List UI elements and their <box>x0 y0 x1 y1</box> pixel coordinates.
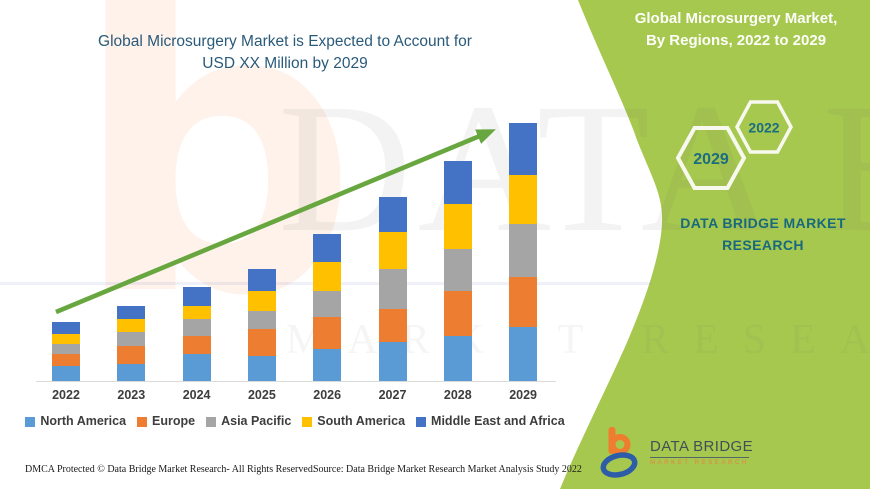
stacked-bar-2024 <box>182 287 211 381</box>
legend-label: North America <box>40 414 127 428</box>
bar-segment-north-america <box>509 327 538 381</box>
bar-segment-south-america <box>117 319 146 332</box>
hexagon-2022-label: 2022 <box>748 120 779 136</box>
panel-title-line-2: By Regions, 2022 to 2029 <box>645 31 827 49</box>
legend-swatch <box>416 416 427 427</box>
x-axis-label-2023: 2023 <box>117 388 146 402</box>
bar-segment-asia-pacific <box>509 224 538 277</box>
legend-label: Europe <box>152 414 196 428</box>
hexagon-2029-icon <box>675 126 747 190</box>
hexagon-badges: 2029 2022 <box>675 100 793 190</box>
panel-title-line-1: Global Microsurgery Market, <box>634 10 838 27</box>
hexagon-2029-label: 2029 <box>693 151 729 168</box>
bar-segment-south-america <box>182 306 211 319</box>
legend-label: Asia Pacific <box>221 414 292 428</box>
bar-segment-north-america <box>378 342 407 381</box>
bar-segment-middle-east-and-africa <box>247 269 276 291</box>
bar-segment-europe <box>378 309 407 342</box>
bar-segment-europe <box>509 277 538 327</box>
bar-segment-europe <box>117 346 146 364</box>
x-axis-label-2024: 2024 <box>182 388 211 402</box>
stacked-bar-2026 <box>313 234 342 381</box>
bar-segment-europe <box>247 329 276 356</box>
panel-title: Global Microsurgery Market, By Regions, … <box>608 8 864 52</box>
bar-segment-north-america <box>313 349 342 381</box>
chart-title: Global Microsurgery Market is Expected t… <box>40 31 530 76</box>
legend-swatch <box>137 416 148 427</box>
bar-segment-asia-pacific <box>378 269 407 309</box>
bar-segment-europe <box>443 291 472 336</box>
bar-segment-north-america <box>443 336 472 381</box>
stacked-bar-2025 <box>247 269 276 381</box>
bar-segment-north-america <box>247 356 276 381</box>
x-axis-label-2025: 2025 <box>247 388 276 402</box>
bar-segment-asia-pacific <box>443 249 472 291</box>
bar-segment-middle-east-and-africa <box>313 234 342 262</box>
x-axis-label-2028: 2028 <box>443 388 472 402</box>
chart-title-line-2: USD XX Million by 2029 <box>202 55 368 73</box>
bar-segment-asia-pacific <box>52 344 80 354</box>
legend-label: South America <box>317 414 406 428</box>
legend: North America Europe Asia Pacific South Ame… <box>25 414 565 428</box>
bar-segment-middle-east-and-africa <box>117 306 146 319</box>
bar-segment-middle-east-and-africa <box>509 123 538 175</box>
bar-segment-middle-east-and-africa <box>443 161 472 204</box>
legend-label: Middle East and Africa <box>431 414 565 428</box>
bar-segment-south-america <box>378 232 407 269</box>
stacked-bar-2023 <box>117 306 146 381</box>
footer-dmca: DMCA Protected © Data Bridge Market Rese… <box>25 464 316 475</box>
bar-segment-asia-pacific <box>313 291 342 317</box>
bar-segment-europe <box>52 354 80 366</box>
brand-text: DATA BRIDGE MARKET RESEARCH <box>655 212 870 257</box>
bar-segment-south-america <box>443 204 472 249</box>
bar-segment-south-america <box>313 262 342 291</box>
bar-segment-europe <box>182 336 211 354</box>
dbmr-logo-texts: DATA BRIDGE MARKET RESEARCH <box>650 438 753 466</box>
dbmr-logo-b-icon <box>600 427 638 478</box>
stacked-bar-2028 <box>443 161 472 381</box>
x-axis-label-2027: 2027 <box>378 388 407 402</box>
bar-segment-asia-pacific <box>247 311 276 329</box>
legend-item-north-america: North America <box>25 414 126 428</box>
dbmr-logo-name: DATA BRIDGE <box>650 438 754 455</box>
bar-segment-north-america <box>117 364 146 381</box>
bar-segment-asia-pacific <box>117 332 146 346</box>
legend-swatch <box>206 416 217 427</box>
dbmr-logo-rule <box>650 457 749 458</box>
stacked-bar-2029 <box>509 123 538 381</box>
bar-segment-south-america <box>52 334 80 344</box>
bar-segment-middle-east-and-africa <box>182 287 211 306</box>
footer-source: Source: Data Bridge Market Research Mark… <box>313 464 582 475</box>
bar-segment-europe <box>313 317 342 349</box>
legend-swatch <box>25 416 36 427</box>
bar-segment-north-america <box>182 354 211 381</box>
legend-item-asia-pacific: Asia Pacific <box>206 414 291 428</box>
bar-segment-middle-east-and-africa <box>378 197 407 232</box>
legend-swatch <box>302 416 313 427</box>
stacked-bar-2027 <box>378 197 407 381</box>
x-axis-line <box>36 381 556 382</box>
chart-title-line-1: Global Microsurgery Market is Expected t… <box>98 33 472 50</box>
stacked-bar-2022 <box>52 322 80 381</box>
x-axis-label-2029: 2029 <box>509 388 537 402</box>
bar-segment-south-america <box>509 175 538 224</box>
bar-segment-middle-east-and-africa <box>52 322 80 334</box>
x-axis-label-2026: 2026 <box>313 388 342 402</box>
bar-segment-asia-pacific <box>182 319 211 336</box>
legend-item-europe: Europe <box>137 414 195 428</box>
x-axis-label-2022: 2022 <box>52 388 80 402</box>
brand-text-line-2: RESEARCH <box>722 237 804 254</box>
bar-segment-north-america <box>52 366 80 381</box>
hexagon-2022-icon <box>735 100 793 154</box>
bar-segment-south-america <box>247 291 276 311</box>
dbmr-logo-subtitle: MARKET RESEARCH <box>650 460 749 466</box>
dbmr-logo: DATA BRIDGE MARKET RESEARCH <box>600 427 753 479</box>
brand-text-line-1: DATA BRIDGE MARKET <box>680 215 846 231</box>
legend-item-south-america: South America <box>302 414 405 428</box>
legend-item-middle-east-and-africa: Middle East and Africa <box>416 414 565 428</box>
